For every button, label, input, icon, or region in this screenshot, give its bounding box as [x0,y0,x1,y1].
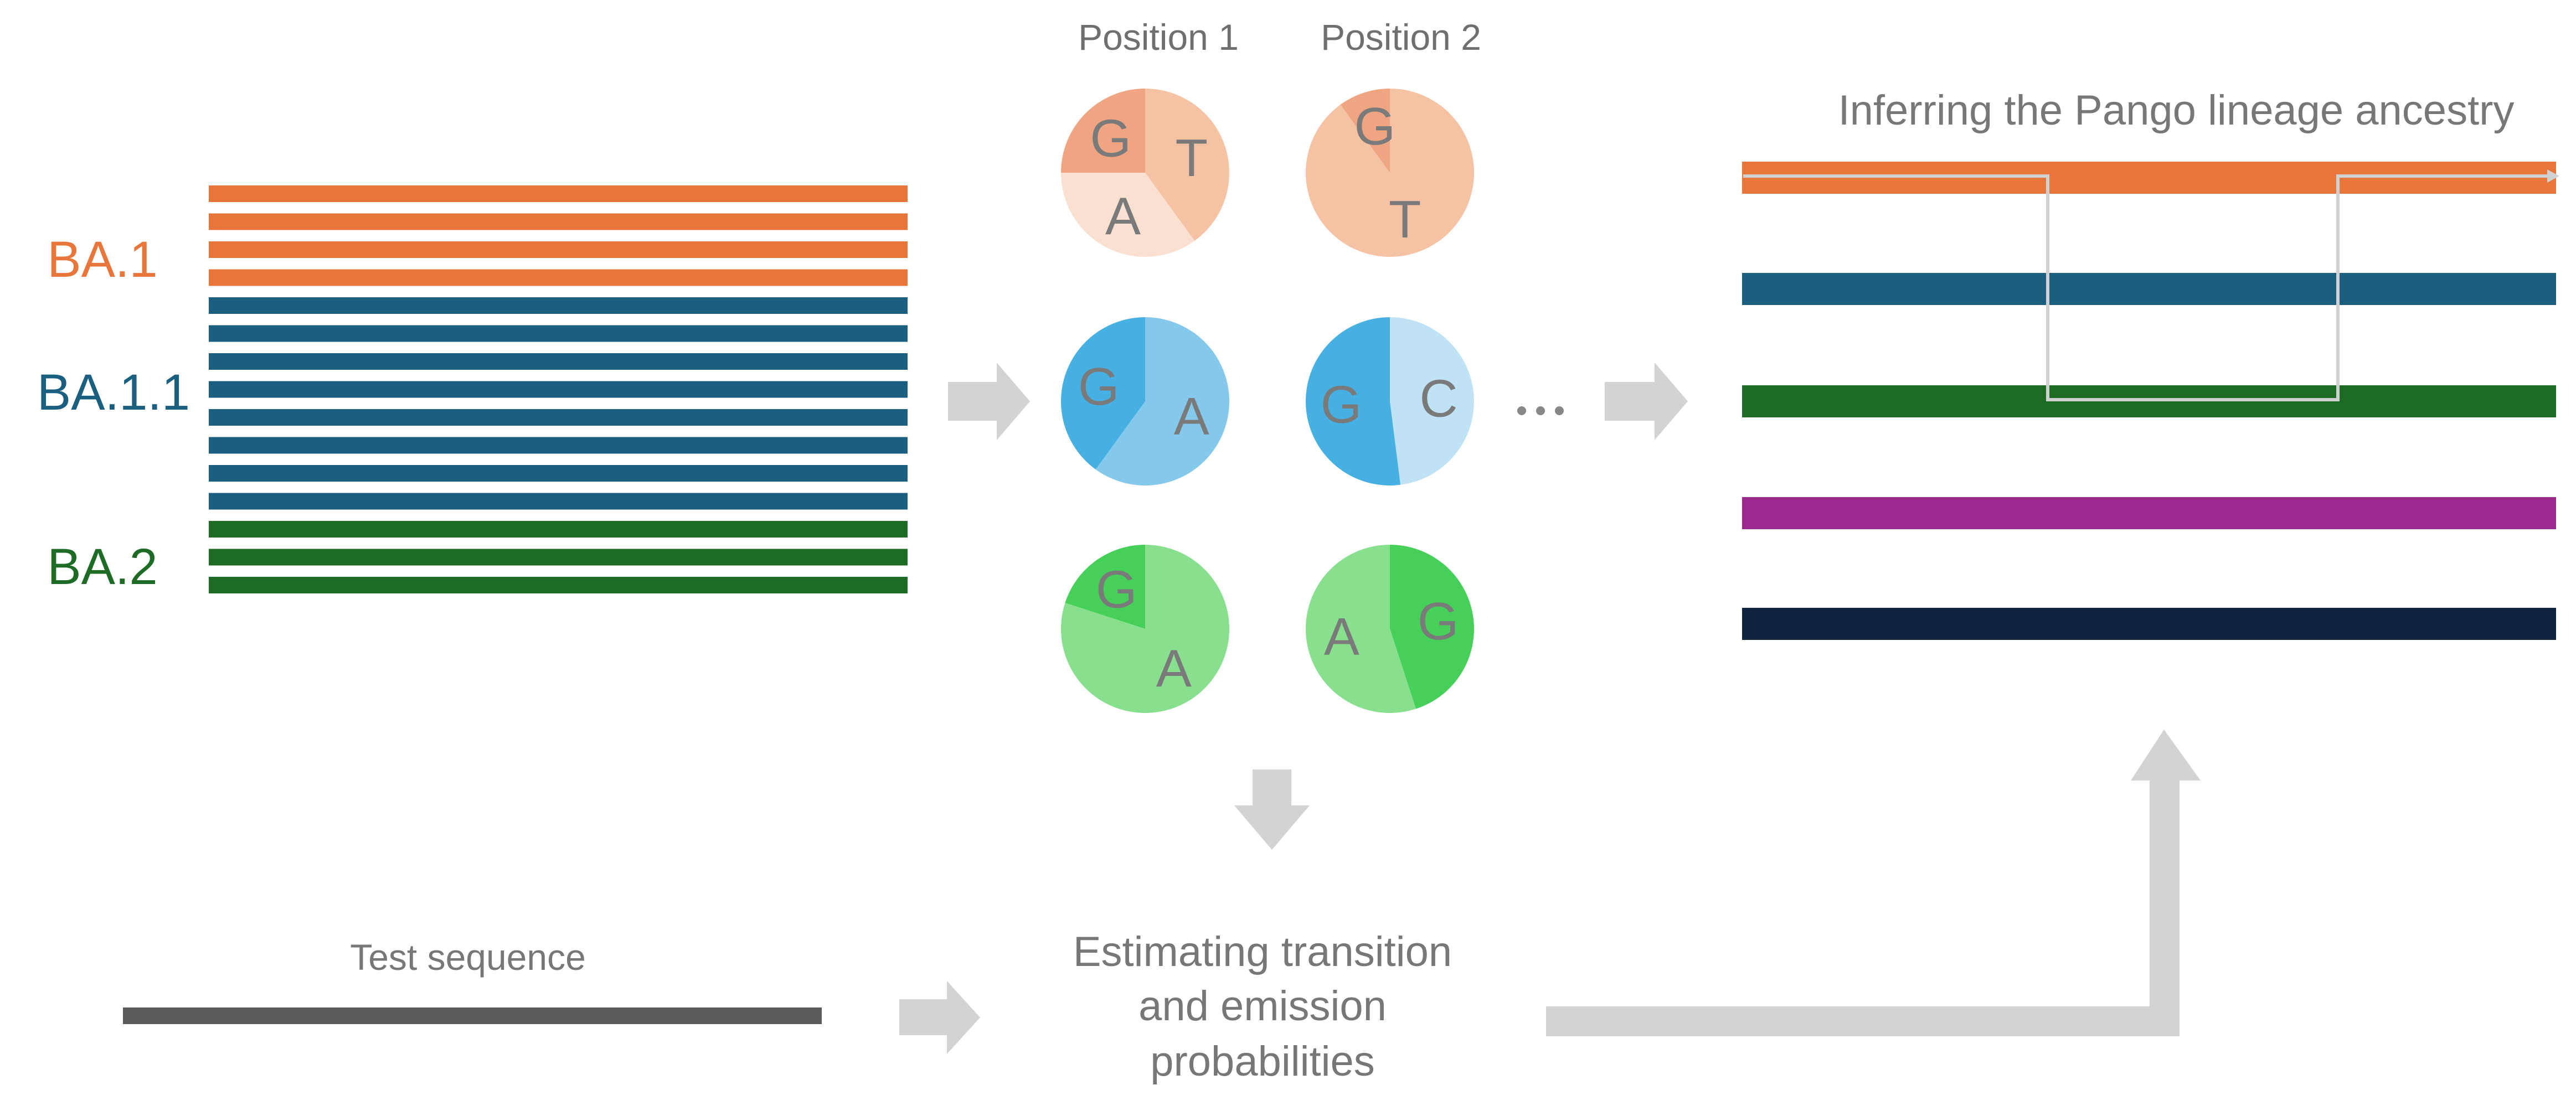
pie-label-a: A [1174,387,1209,446]
pie-label-g: G [1096,560,1137,619]
arrow-elbow-up [1546,730,2201,1036]
pie-slice-t [1145,89,1229,241]
ancestry-title: Inferring the Pango lineage ancestry [1838,87,2514,134]
alignment-bar-2-1 [209,297,908,314]
lineage-label-ba11: BA.1.1 [37,364,190,421]
ancestry-bar-4 [1742,497,2556,529]
arrow-right-1 [948,363,1030,440]
position-label-2: Position 2 [1321,17,1481,58]
pie-label-g: G [1090,109,1131,168]
alignment-bars [209,185,908,593]
alignment-bar-1-2 [209,213,908,230]
estimation-line-2: and emission [1138,983,1387,1030]
pie-label-t: T [1175,128,1208,188]
alignment-bar-1-3 [209,241,908,258]
lineage-label-ba1: BA.1 [47,231,157,288]
estimation-line-1: Estimating transition [1073,928,1452,975]
alignment-bar-2-6 [209,437,908,454]
pie-label-g: G [1354,97,1395,156]
pie-slice-g [1305,317,1401,485]
alignment-bar-3-1 [209,521,908,538]
arrow-right-2 [1605,363,1688,440]
pie-slice-t [1306,89,1475,257]
pie-label-a: A [1156,639,1192,698]
pie-label-g: G [1321,375,1362,435]
pie-slice-a [1061,173,1195,257]
alignment-bar-2-7 [209,465,908,482]
pie-slice-a [1305,545,1416,714]
ancestry-path-arrowhead [2547,169,2559,183]
ancestry-bars [1742,162,2556,640]
alignment-bar-2-4 [209,381,908,398]
ancestry-bar-2 [1742,273,2556,305]
pie-slice-c [1390,317,1474,485]
pie-ba2-pos2: GA [1305,545,1474,714]
pie-slice-g [1340,89,1390,173]
pie-slice-a [1061,545,1230,714]
pie-slice-g [1065,545,1145,629]
position-label-1: Position 1 [1078,17,1239,58]
alignment-bar-2-5 [209,409,908,426]
lineage-label-ba2: BA.2 [47,539,157,595]
ancestry-path [1743,174,2547,401]
arrow-right-3 [899,981,980,1054]
alignment-bar-2-3 [209,353,908,370]
pie-ba11-pos1: AG [1061,317,1230,486]
pie-slice-g [1390,545,1474,709]
pie-slice-g [1061,89,1145,173]
test-sequence-label: Test sequence [350,937,586,978]
pie-ba11-pos2: CG [1305,317,1474,485]
pie-slice-a [1095,317,1230,486]
pie-label-g: G [1418,592,1459,651]
ellipsis-dots [1517,406,1564,415]
test-sequence-bar [123,1008,822,1024]
alignment-bar-3-2 [209,549,908,566]
alignment-bar-1-1 [209,185,908,202]
pie-ba2-pos1: AG [1061,545,1230,714]
alignment-bar-3-3 [209,577,908,593]
pie-label-a: A [1105,187,1141,246]
estimation-line-3: probabilities [1150,1038,1375,1085]
pie-slice-g [1061,317,1145,469]
pie-label-t: T [1389,190,1421,249]
pie-label-c: C [1419,369,1457,428]
ancestry-bar-5 [1742,608,2556,640]
pie-ba1-pos1: TAG [1061,89,1229,257]
pie-label-g: G [1078,357,1120,416]
arrow-down [1234,769,1310,850]
alignment-bar-2-2 [209,325,908,342]
pie-label-a: A [1324,607,1359,666]
alignment-bar-1-4 [209,269,908,286]
alignment-bar-2-8 [209,493,908,510]
pie-ba1-pos2: TG [1306,89,1475,257]
